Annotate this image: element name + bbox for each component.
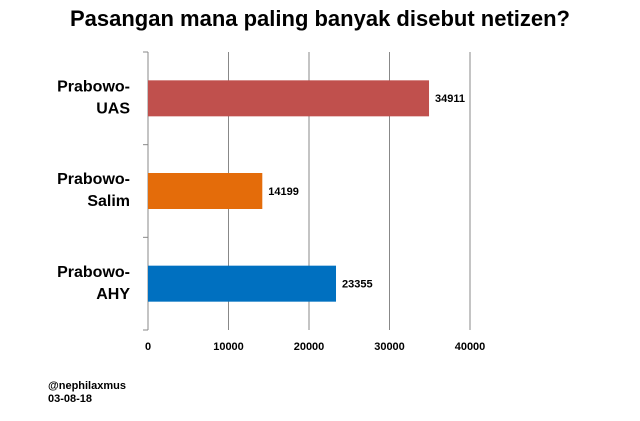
data-label: 23355 (342, 279, 373, 291)
x-tick-label: 10000 (213, 341, 244, 353)
x-tick-label: 20000 (294, 341, 325, 353)
bar (148, 173, 263, 209)
note: @nephilaxmus (48, 380, 126, 392)
data-label: 34911 (435, 93, 465, 105)
data-label: 14199 (268, 186, 299, 198)
chart-title: Pasangan mana paling banyak disebut neti… (70, 6, 570, 31)
x-tick-label: 0 (145, 341, 151, 353)
x-tick-label: 30000 (374, 341, 405, 353)
y-tick-label: Prabowo- (57, 264, 130, 281)
bar (148, 265, 337, 302)
y-tick-label: AHY (96, 286, 130, 303)
note: 03-08-18 (48, 393, 92, 405)
y-tick-label: Prabowo- (57, 79, 130, 96)
x-tick-label: 40000 (455, 341, 486, 353)
bar (148, 80, 430, 117)
y-tick-label: Prabowo- (57, 171, 130, 188)
y-tick-label: UAS (96, 101, 130, 118)
y-tick-label: Salim (87, 193, 130, 210)
